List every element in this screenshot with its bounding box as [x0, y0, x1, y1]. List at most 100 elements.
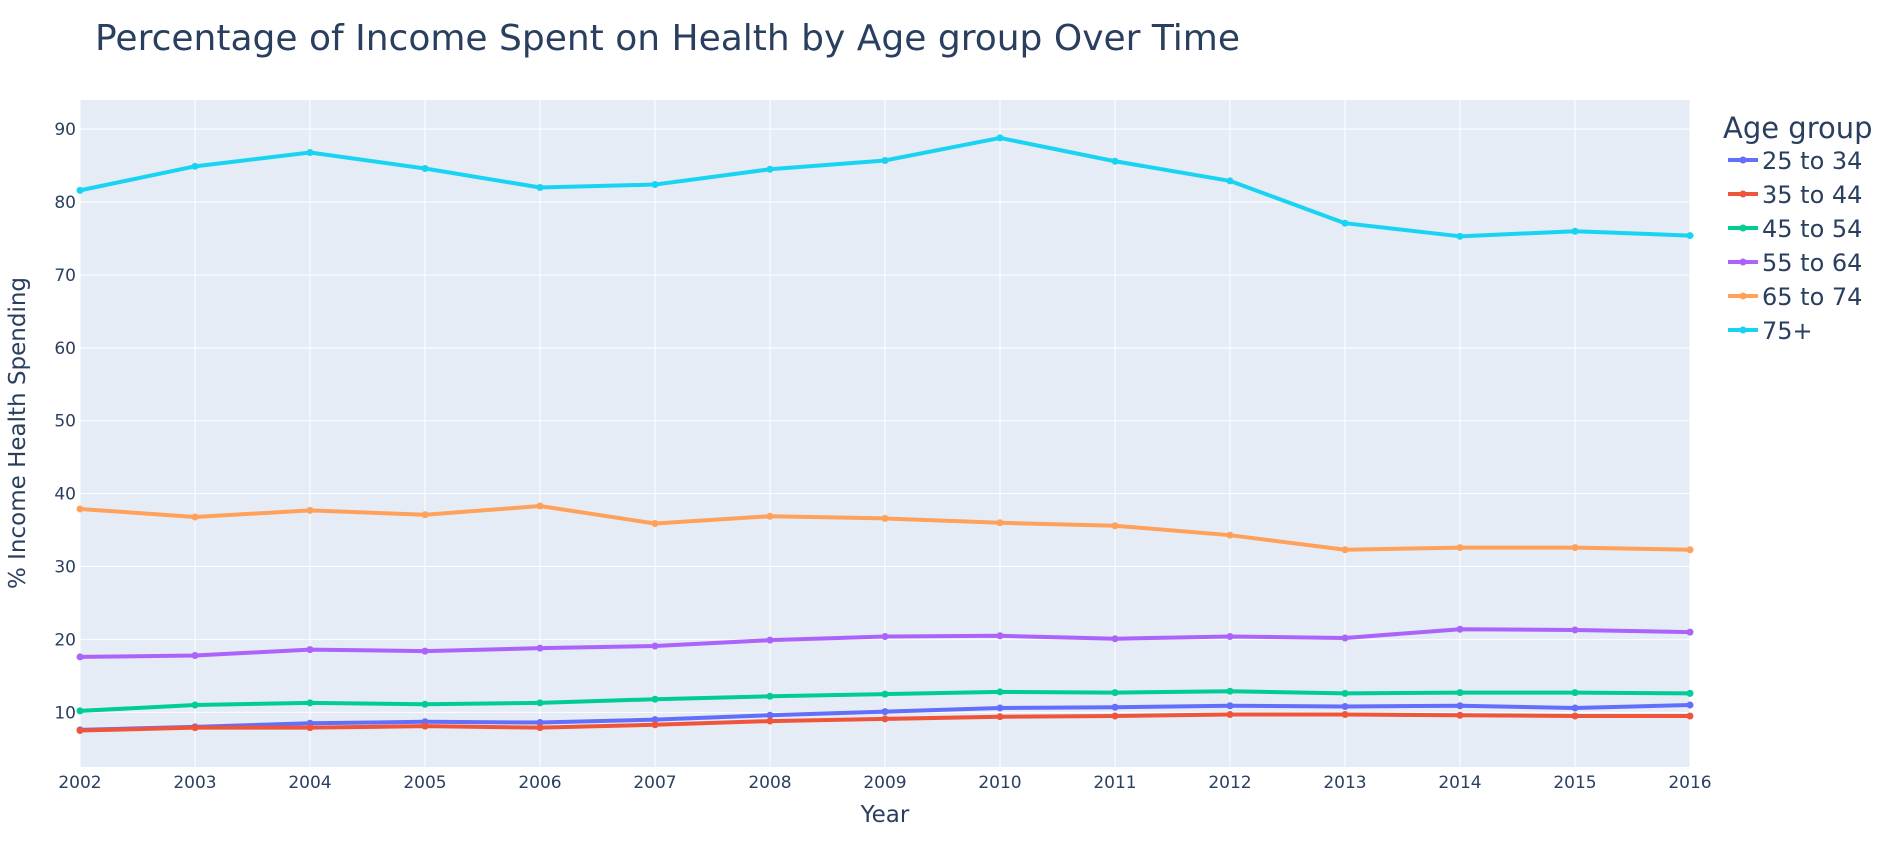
- data-point-75-2011: [1111, 157, 1119, 165]
- data-point-65-to-74-2004: [306, 506, 314, 514]
- data-point-35-to-44-2005: [421, 722, 429, 730]
- x-tick-2016: 2016: [1668, 773, 1711, 793]
- x-tick-2008: 2008: [748, 773, 791, 793]
- tick-labels: 2002 2003 2004 2005 2006 2007 2008 2009 2010 2011…: [54, 120, 1711, 793]
- x-tick-2005: 2005: [403, 773, 446, 793]
- data-point-55-to-64-2010: [996, 632, 1004, 640]
- y-tick-90: 90: [54, 120, 76, 140]
- legend-label-65-to-74: 65 to 74: [1762, 283, 1862, 311]
- data-point-45-to-54-2007: [651, 695, 659, 703]
- data-point-25-to-34-2015: [1571, 704, 1579, 712]
- data-point-75-2002: [76, 186, 84, 194]
- legend-marker-45-to-54: [1739, 224, 1747, 232]
- data-point-55-to-64-2013: [1341, 634, 1349, 642]
- data-point-75-2014: [1456, 232, 1464, 240]
- data-point-25-to-34-2016: [1686, 701, 1694, 709]
- data-point-35-to-44-2004: [306, 724, 314, 732]
- data-point-45-to-54-2009: [881, 690, 889, 698]
- legend-marker-55-to-64: [1739, 258, 1747, 266]
- data-point-25-to-34-2009: [881, 708, 889, 716]
- data-point-55-to-64-2002: [76, 653, 84, 661]
- data-point-45-to-54-2016: [1686, 689, 1694, 697]
- data-point-45-to-54-2013: [1341, 689, 1349, 697]
- legend-label-55-to-64: 55 to 64: [1762, 249, 1862, 277]
- x-tick-2011: 2011: [1093, 773, 1136, 793]
- data-point-45-to-54-2008: [766, 692, 774, 700]
- data-point-25-to-34-2008: [766, 711, 774, 719]
- data-point-65-to-74-2007: [651, 520, 659, 528]
- data-point-25-to-34-2006: [536, 719, 544, 727]
- data-point-45-to-54-2012: [1226, 687, 1234, 695]
- y-tick-40: 40: [54, 485, 76, 505]
- data-point-55-to-64-2004: [306, 646, 314, 654]
- data-point-55-to-64-2008: [766, 636, 774, 644]
- data-point-35-to-44-2016: [1686, 712, 1694, 720]
- data-point-75-2013: [1341, 219, 1349, 227]
- y-tick-70: 70: [54, 266, 76, 286]
- data-point-35-to-44-2015: [1571, 712, 1579, 720]
- data-point-65-to-74-2011: [1111, 522, 1119, 530]
- data-point-45-to-54-2005: [421, 700, 429, 708]
- data-point-35-to-44-2008: [766, 717, 774, 725]
- data-point-25-to-34-2012: [1226, 702, 1234, 710]
- data-point-75-2009: [881, 157, 889, 165]
- data-point-65-to-74-2014: [1456, 544, 1464, 552]
- data-point-55-to-64-2016: [1686, 628, 1694, 636]
- data-point-35-to-44-2003: [191, 724, 199, 732]
- data-point-75-2004: [306, 148, 314, 156]
- data-point-45-to-54-2011: [1111, 689, 1119, 697]
- data-point-45-to-54-2006: [536, 699, 544, 707]
- data-point-35-to-44-2014: [1456, 711, 1464, 719]
- data-point-75-2010: [996, 134, 1004, 142]
- data-point-65-to-74-2012: [1226, 531, 1234, 539]
- data-point-75-2012: [1226, 177, 1234, 185]
- legend-marker-65-to-74: [1739, 292, 1747, 300]
- data-point-45-to-54-2010: [996, 688, 1004, 696]
- data-point-45-to-54-2015: [1571, 689, 1579, 697]
- data-point-75-2015: [1571, 227, 1579, 235]
- data-point-45-to-54-2002: [76, 707, 84, 715]
- x-tick-2003: 2003: [173, 773, 216, 793]
- y-tick-60: 60: [54, 339, 76, 359]
- data-point-75-2005: [421, 165, 429, 173]
- data-point-55-to-64-2007: [651, 642, 659, 650]
- data-point-65-to-74-2010: [996, 519, 1004, 527]
- series-lines: [76, 134, 1694, 735]
- y-tick-20: 20: [54, 630, 76, 650]
- x-tick-2013: 2013: [1323, 773, 1366, 793]
- data-point-55-to-64-2011: [1111, 635, 1119, 643]
- x-tick-2014: 2014: [1438, 773, 1481, 793]
- x-tick-2015: 2015: [1553, 773, 1596, 793]
- x-tick-2006: 2006: [518, 773, 561, 793]
- data-point-75-2006: [536, 183, 544, 191]
- data-point-25-to-34-2013: [1341, 702, 1349, 710]
- x-tick-2010: 2010: [978, 773, 1021, 793]
- legend-marker-35-to-44: [1739, 190, 1747, 198]
- gridlines: [79, 100, 1691, 767]
- data-point-55-to-64-2015: [1571, 626, 1579, 634]
- x-tick-2004: 2004: [288, 773, 331, 793]
- data-point-55-to-64-2003: [191, 651, 199, 659]
- legend-label-35-to-44: 35 to 44: [1762, 181, 1862, 209]
- data-point-45-to-54-2014: [1456, 689, 1464, 697]
- data-point-65-to-74-2016: [1686, 546, 1694, 554]
- data-point-35-to-44-2009: [881, 715, 889, 723]
- data-point-55-to-64-2006: [536, 644, 544, 652]
- y-tick-80: 80: [54, 193, 76, 213]
- data-point-45-to-54-2003: [191, 701, 199, 709]
- data-point-35-to-44-2011: [1111, 712, 1119, 720]
- legend-label-75: 75+: [1762, 317, 1813, 345]
- data-point-45-to-54-2004: [306, 699, 314, 707]
- data-point-55-to-64-2012: [1226, 633, 1234, 641]
- data-point-65-to-74-2015: [1571, 544, 1579, 552]
- data-point-55-to-64-2009: [881, 633, 889, 641]
- data-point-65-to-74-2003: [191, 513, 199, 521]
- legend-marker-25-to-34: [1739, 156, 1747, 164]
- x-tick-2007: 2007: [633, 773, 676, 793]
- data-point-65-to-74-2002: [76, 505, 84, 513]
- data-point-55-to-64-2014: [1456, 625, 1464, 633]
- data-point-25-to-34-2011: [1111, 703, 1119, 711]
- x-tick-2002: 2002: [58, 773, 101, 793]
- y-axis-title: % Income Health Spending: [5, 277, 31, 589]
